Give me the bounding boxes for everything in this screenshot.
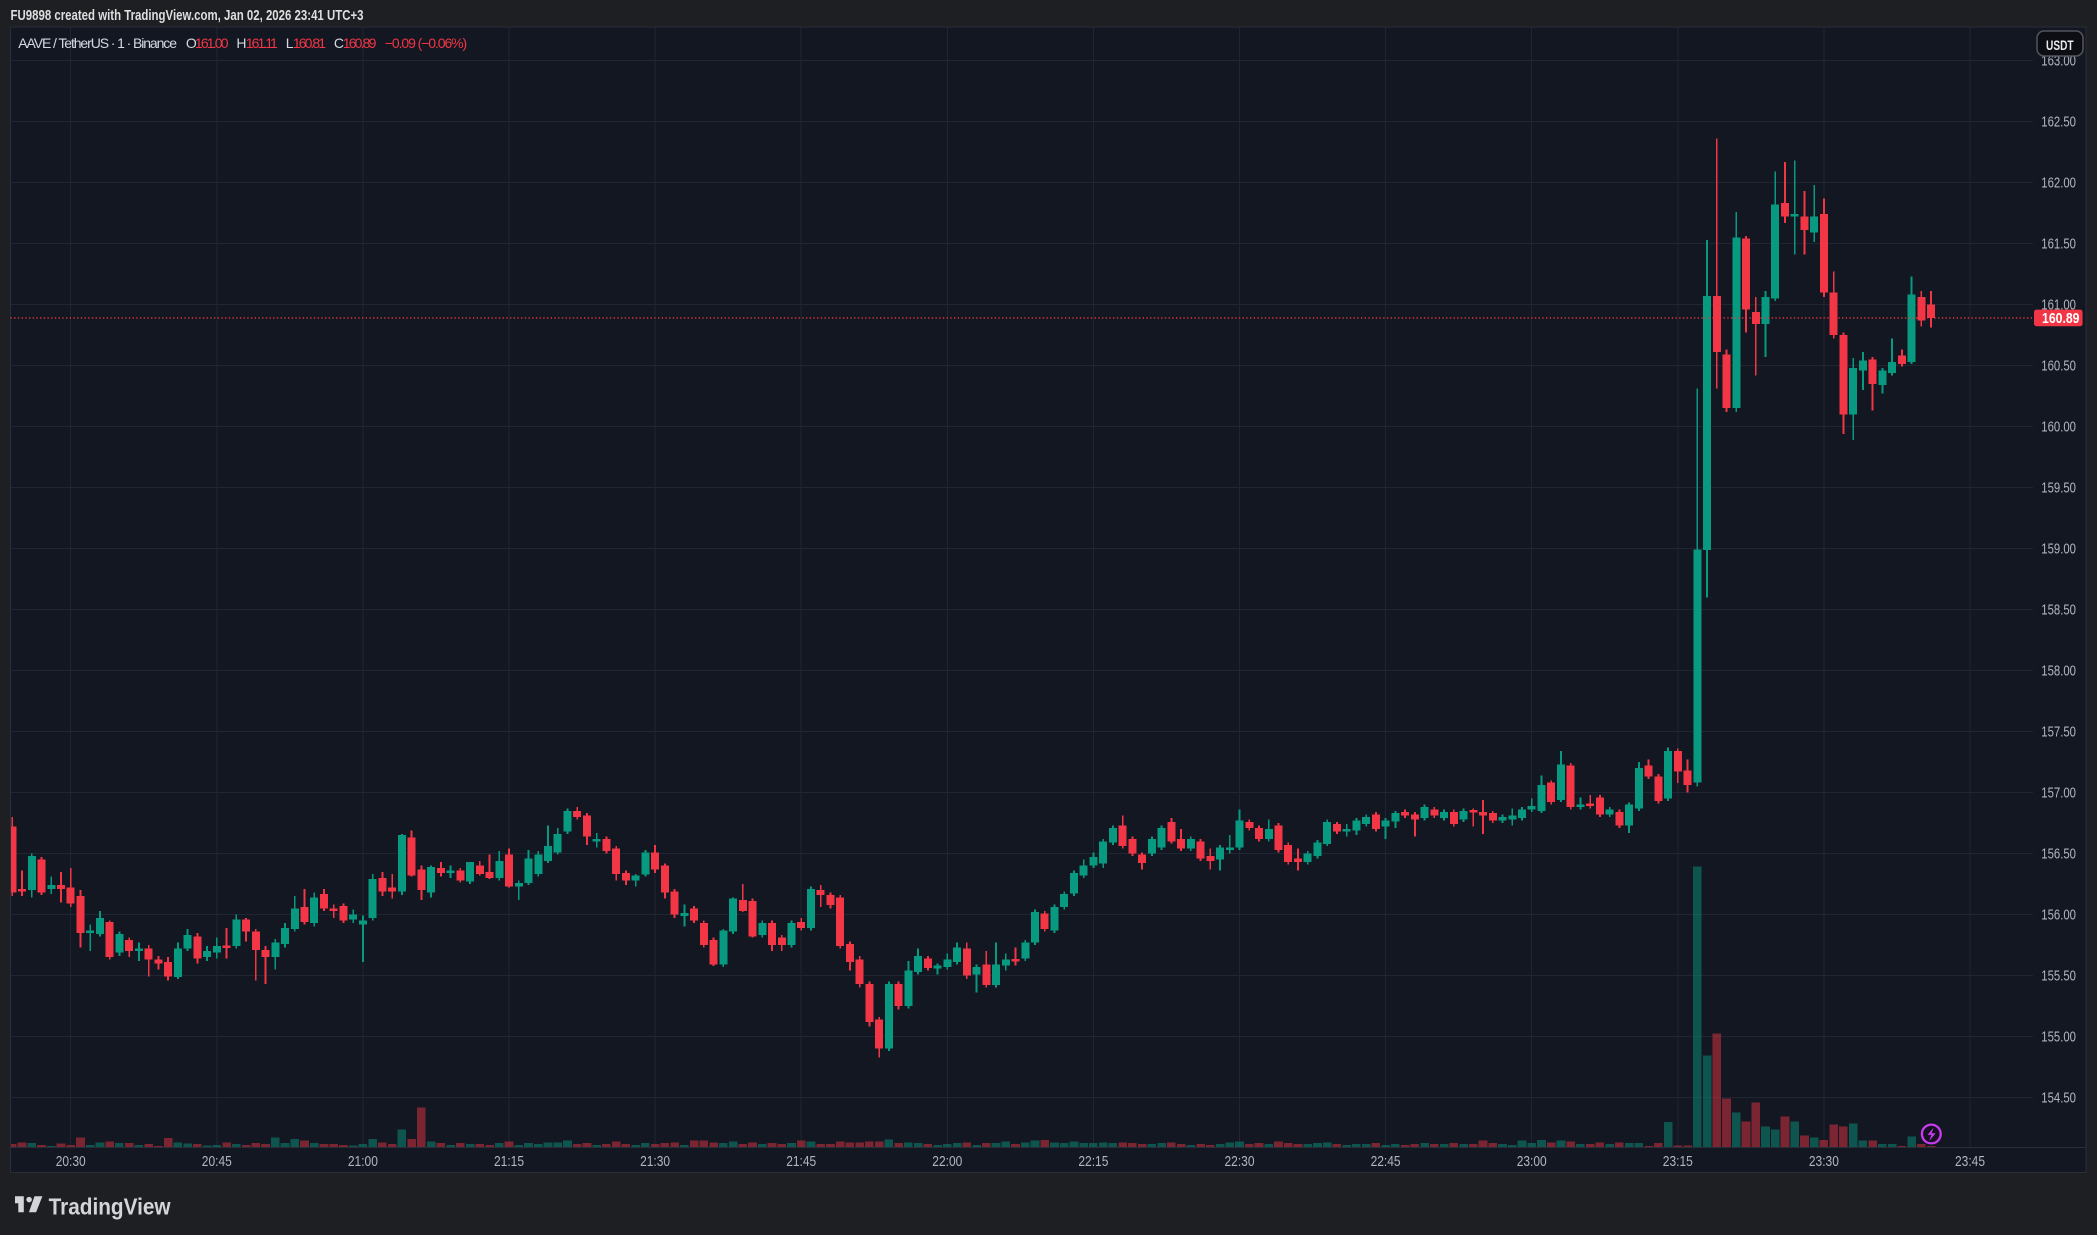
svg-text:161.11: 161.11 xyxy=(246,35,278,51)
svg-text:22:00: 22:00 xyxy=(932,1154,962,1170)
svg-text:162.00: 162.00 xyxy=(2041,176,2076,192)
svg-text:163.00: 163.00 xyxy=(2041,54,2076,70)
svg-text:FU9898 created with TradingVie: FU9898 created with TradingView.com, Jan… xyxy=(11,7,364,24)
svg-text:162.50: 162.50 xyxy=(2041,115,2076,131)
svg-text:159.50: 159.50 xyxy=(2041,481,2076,497)
svg-text:−0.09 (−0.06%): −0.09 (−0.06%) xyxy=(385,35,467,51)
svg-text:157.50: 157.50 xyxy=(2041,725,2076,741)
svg-text:23:45: 23:45 xyxy=(1955,1154,1985,1170)
svg-text:160.81: 160.81 xyxy=(293,35,326,51)
svg-text:22:45: 22:45 xyxy=(1371,1154,1401,1170)
svg-text:21:30: 21:30 xyxy=(640,1154,670,1170)
svg-text:156.00: 156.00 xyxy=(2041,908,2076,924)
svg-text:20:30: 20:30 xyxy=(56,1154,86,1170)
svg-text:160.50: 160.50 xyxy=(2041,359,2076,375)
svg-text:O: O xyxy=(186,35,197,51)
svg-text:23:00: 23:00 xyxy=(1517,1154,1547,1170)
svg-text:22:30: 22:30 xyxy=(1225,1154,1255,1170)
svg-text:155.50: 155.50 xyxy=(2041,969,2076,985)
svg-text:161.00: 161.00 xyxy=(195,35,229,51)
svg-text:160.89: 160.89 xyxy=(343,35,377,51)
svg-text:21:45: 21:45 xyxy=(786,1154,816,1170)
svg-text:C: C xyxy=(334,35,344,51)
svg-text:160.00: 160.00 xyxy=(2041,420,2076,436)
svg-text:L: L xyxy=(286,35,294,51)
svg-text:20:45: 20:45 xyxy=(202,1154,232,1170)
svg-text:23:30: 23:30 xyxy=(1809,1154,1839,1170)
svg-text:21:00: 21:00 xyxy=(348,1154,378,1170)
svg-text:USDT: USDT xyxy=(2046,38,2074,53)
svg-text:161.50: 161.50 xyxy=(2041,237,2076,253)
svg-text:22:15: 22:15 xyxy=(1078,1154,1108,1170)
svg-text:H: H xyxy=(236,35,246,51)
svg-text:TradingView: TradingView xyxy=(49,1193,172,1219)
svg-text:154.50: 154.50 xyxy=(2041,1091,2076,1107)
svg-text:AAVE / TetherUS · 1 · Binance: AAVE / TetherUS · 1 · Binance xyxy=(18,35,177,51)
svg-text:156.50: 156.50 xyxy=(2041,847,2076,863)
svg-text:23:15: 23:15 xyxy=(1663,1154,1693,1170)
svg-text:21:15: 21:15 xyxy=(494,1154,524,1170)
svg-text:159.00: 159.00 xyxy=(2041,542,2076,558)
svg-text:158.50: 158.50 xyxy=(2041,603,2076,619)
svg-text:158.00: 158.00 xyxy=(2041,664,2076,680)
svg-text:160.89: 160.89 xyxy=(2042,311,2080,327)
svg-text:157.00: 157.00 xyxy=(2041,786,2076,802)
svg-text:155.00: 155.00 xyxy=(2041,1030,2076,1046)
